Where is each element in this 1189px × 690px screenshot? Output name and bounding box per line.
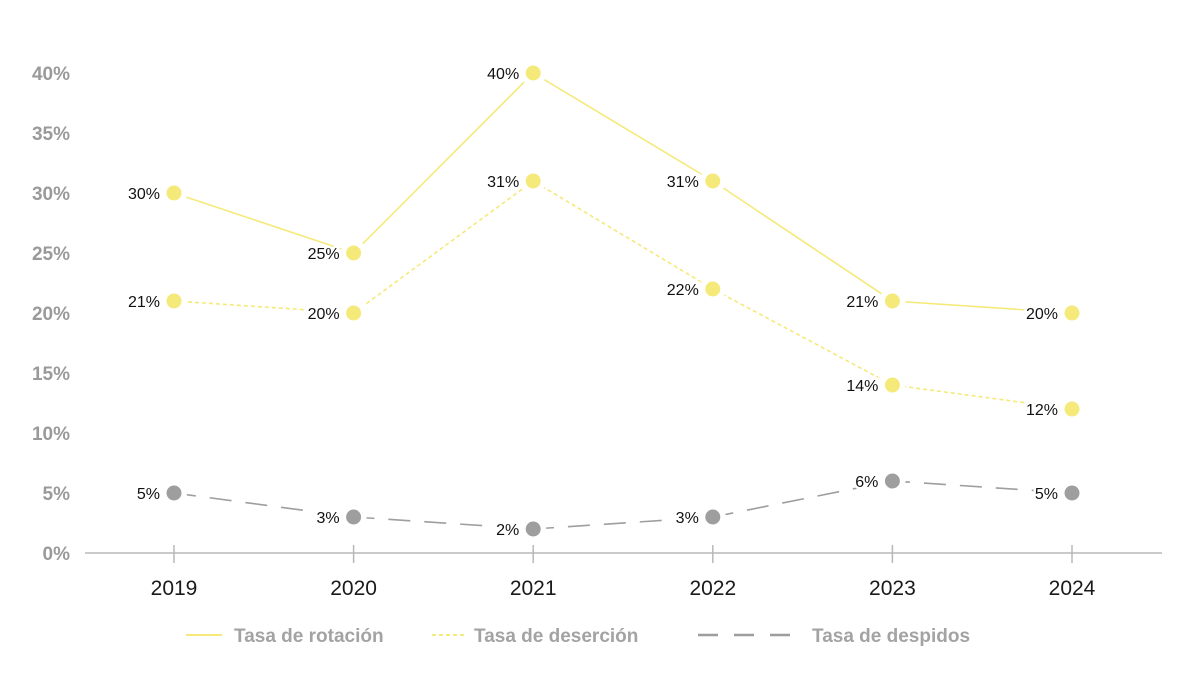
data-label: 3% <box>676 510 699 527</box>
data-label: 14% <box>846 378 878 395</box>
data-label: 3% <box>316 510 339 527</box>
data-label: 2% <box>496 522 519 539</box>
y-tick-label: 15% <box>32 364 70 385</box>
data-point <box>1064 485 1080 501</box>
x-tick-label: 2022 <box>689 577 736 600</box>
y-tick-label: 10% <box>32 424 70 445</box>
x-tick-label: 2024 <box>1049 577 1096 600</box>
data-point <box>705 173 721 189</box>
y-tick-label: 25% <box>32 244 70 265</box>
data-label: 21% <box>128 294 160 311</box>
data-point <box>346 245 362 261</box>
y-tick-label: 0% <box>43 544 71 565</box>
data-label: 12% <box>1026 402 1058 419</box>
data-point <box>884 293 900 309</box>
data-point <box>525 521 541 537</box>
y-tick-label: 20% <box>32 304 70 325</box>
data-label: 20% <box>1026 306 1058 323</box>
data-point <box>1064 401 1080 417</box>
data-label: 20% <box>308 306 340 323</box>
data-label: 25% <box>308 246 340 263</box>
data-label: 5% <box>1035 486 1058 503</box>
y-tick-label: 40% <box>32 64 70 85</box>
y-tick-label: 35% <box>32 124 70 145</box>
data-point <box>705 509 721 525</box>
data-point <box>1064 305 1080 321</box>
y-axis-ticks: 0% 5% 10% 15% 20% 25% 30% 35% 40% <box>32 64 70 565</box>
data-label: 31% <box>487 174 519 191</box>
series-line-2 <box>173 180 1073 410</box>
legend-label-2: Tasa de deserción <box>474 626 638 647</box>
data-label: 40% <box>487 66 519 83</box>
data-label: 30% <box>128 186 160 203</box>
series-points <box>161 60 1085 542</box>
data-label: 31% <box>667 174 699 191</box>
data-label: 6% <box>855 474 878 491</box>
legend-label-3: Tasa de despidos <box>812 626 970 647</box>
x-tick-label: 2019 <box>151 577 198 600</box>
series-lines <box>173 71 1073 530</box>
x-tick-label: 2020 <box>330 577 377 600</box>
data-point <box>884 377 900 393</box>
data-label: 5% <box>137 486 160 503</box>
data-point <box>166 293 182 309</box>
data-point <box>346 305 362 321</box>
series-data-labels: 30% 25% 40% 31% 21% 20% 21% 20% 31% 22% 14% 12% 5% 3%… <box>125 64 1060 542</box>
legend: Tasa de rotación Tasa de deserción Tasa de… <box>186 626 970 647</box>
series-line-3 <box>173 480 1073 530</box>
data-label: 22% <box>667 282 699 299</box>
data-point <box>166 485 182 501</box>
legend-label-1: Tasa de rotación <box>234 626 384 647</box>
data-point <box>525 173 541 189</box>
x-tick-label: 2021 <box>510 577 557 600</box>
series-line-1 <box>173 71 1073 314</box>
data-point <box>525 65 541 81</box>
x-tick-label: 2023 <box>869 577 916 600</box>
data-label: 21% <box>846 294 878 311</box>
x-axis-ticks: 2019 2020 2021 2022 2023 2024 <box>151 545 1096 600</box>
data-point <box>166 185 182 201</box>
y-tick-label: 5% <box>43 484 71 505</box>
data-point <box>705 281 721 297</box>
y-tick-label: 30% <box>32 184 70 205</box>
data-point <box>884 473 900 489</box>
data-point <box>346 509 362 525</box>
